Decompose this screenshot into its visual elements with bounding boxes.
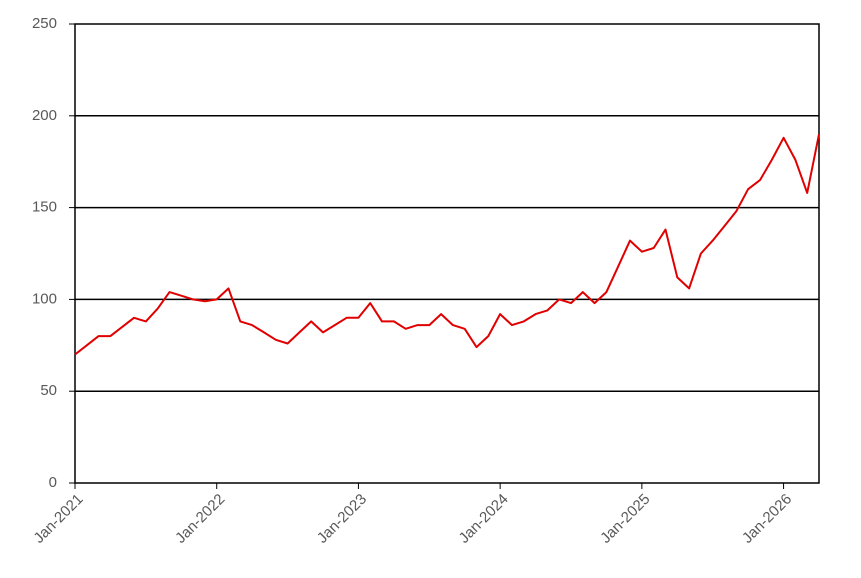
- x-tick-label: Jan-2022: [172, 491, 228, 547]
- x-tick-label: Jan-2023: [314, 491, 370, 547]
- x-tick-label: Jan-2025: [597, 491, 653, 547]
- x-tick-label: Jan-2026: [739, 491, 795, 547]
- y-tick-label: 0: [49, 474, 57, 491]
- y-tick-label: 150: [32, 199, 57, 216]
- data-line: [74, 134, 820, 356]
- y-tick-label: 200: [32, 107, 57, 124]
- plot-frame: [74, 23, 820, 484]
- x-tick-label: Jan-2021: [30, 491, 86, 547]
- y-tick-label: 50: [40, 382, 57, 399]
- y-tick-label: 250: [32, 15, 57, 32]
- x-tick-label: Jan-2024: [456, 491, 512, 547]
- y-tick-label: 100: [32, 290, 57, 307]
